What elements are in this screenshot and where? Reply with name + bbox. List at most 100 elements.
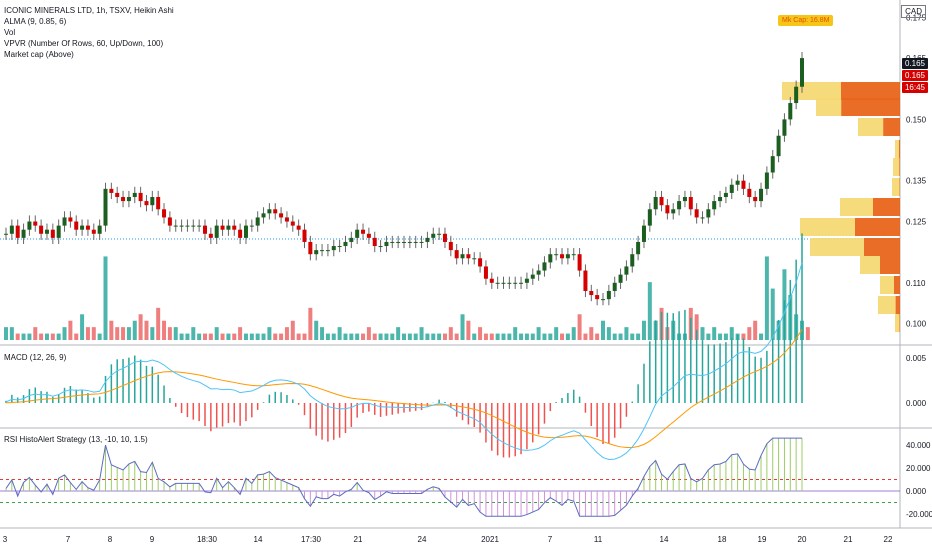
time-tick-label: 14: [254, 535, 263, 544]
volume-bar: [80, 314, 84, 340]
candle: [753, 197, 757, 201]
candle: [326, 250, 330, 251]
volume-bar: [279, 334, 283, 340]
volume-bar: [57, 334, 61, 340]
vpvr-bar-up: [840, 198, 873, 216]
candle: [472, 258, 476, 259]
candle: [671, 209, 675, 213]
time-tick-label: 21: [844, 535, 853, 544]
candle: [560, 254, 564, 258]
candle: [232, 226, 236, 230]
candle: [209, 234, 213, 238]
vpvr-bar-down: [873, 198, 900, 216]
volume-bar: [33, 327, 37, 340]
macd-line: [6, 263, 802, 460]
candle: [654, 197, 658, 209]
volume-bar: [595, 334, 599, 340]
candle: [349, 238, 353, 242]
legend-mcap[interactable]: Market cap (Above): [4, 49, 174, 60]
candle: [262, 213, 266, 217]
volume-bar: [338, 327, 342, 340]
volume-bar: [139, 314, 143, 340]
candle: [39, 226, 43, 234]
candle: [455, 250, 459, 258]
volume-bar: [203, 334, 207, 340]
candle: [788, 103, 792, 119]
volume-bar: [150, 327, 154, 340]
candle: [168, 217, 172, 225]
volume-bar: [560, 334, 564, 340]
volume-bar: [747, 327, 751, 340]
candle: [27, 222, 31, 230]
volume-bar: [98, 334, 102, 340]
volume-bar: [461, 314, 465, 340]
volume-bar: [209, 334, 213, 340]
legend-vol[interactable]: Vol: [4, 27, 174, 38]
volume-bar: [232, 334, 236, 340]
candle: [22, 230, 26, 238]
volume-bar: [22, 334, 26, 340]
candle: [461, 254, 465, 258]
candle: [502, 283, 506, 284]
candle: [595, 295, 599, 299]
vpvr-bar-down: [864, 238, 900, 256]
candle: [174, 226, 178, 227]
candle: [267, 209, 271, 213]
candle: [589, 291, 593, 295]
candle: [384, 242, 388, 246]
candle: [800, 58, 804, 87]
legend-vpvr[interactable]: VPVR (Number Of Rows, 60, Up/Down, 100): [4, 38, 174, 49]
candle: [10, 226, 14, 234]
volume-bar: [133, 321, 137, 340]
time-tick-label: 2021: [481, 535, 499, 544]
candle: [513, 283, 517, 284]
volume-bar: [349, 334, 353, 340]
volume-bar: [162, 321, 166, 340]
vpvr-bar-down: [841, 98, 900, 116]
volume-bar: [531, 334, 535, 340]
candle: [777, 136, 781, 156]
volume-bar: [443, 334, 447, 340]
volume-bar: [765, 256, 769, 340]
candle: [660, 197, 664, 205]
candle: [431, 234, 435, 238]
time-tick-label: 11: [594, 535, 603, 544]
time-tick-label: 17:30: [301, 535, 322, 544]
candle: [496, 283, 500, 284]
volume-bar: [273, 334, 277, 340]
volume-bar: [613, 334, 617, 340]
volume-bar: [402, 334, 406, 340]
vpvr-bar-up: [782, 82, 841, 100]
volume-bar: [86, 327, 90, 340]
volume-bar: [712, 327, 716, 340]
volume-bar: [144, 321, 148, 340]
vpvr-bar-down: [855, 218, 900, 236]
candle: [238, 230, 242, 238]
candle: [665, 205, 669, 213]
candle: [16, 226, 20, 238]
volume-bar: [513, 327, 517, 340]
currency-label[interactable]: CAD: [901, 5, 926, 18]
candle: [572, 254, 576, 255]
volume-bar: [27, 334, 31, 340]
time-tick-label: 7: [548, 535, 553, 544]
legend-macd[interactable]: MACD (12, 26, 9): [4, 352, 66, 363]
candle: [379, 246, 383, 247]
volume-bar: [548, 334, 552, 340]
volume-bar: [355, 334, 359, 340]
legend-main: ICONIC MINERALS LTD, 1h, TSXV, Heikin As…: [4, 5, 174, 60]
candle: [115, 193, 119, 197]
legend-alma[interactable]: ALMA (9, 0.85, 6): [4, 16, 174, 27]
volume-bar: [619, 334, 623, 340]
time-tick-label: 7: [66, 535, 71, 544]
candle: [396, 242, 400, 243]
volume-bar: [285, 327, 289, 340]
price-tick-label: 0.125: [906, 218, 927, 227]
candle: [636, 242, 640, 254]
candle: [566, 254, 570, 258]
volume-bar: [244, 334, 248, 340]
symbol-title[interactable]: ICONIC MINERALS LTD, 1h, TSXV, Heikin As…: [4, 5, 174, 16]
legend-rsi[interactable]: RSI HistoAlert Strategy (13, -10, 10, 1.…: [4, 434, 148, 445]
